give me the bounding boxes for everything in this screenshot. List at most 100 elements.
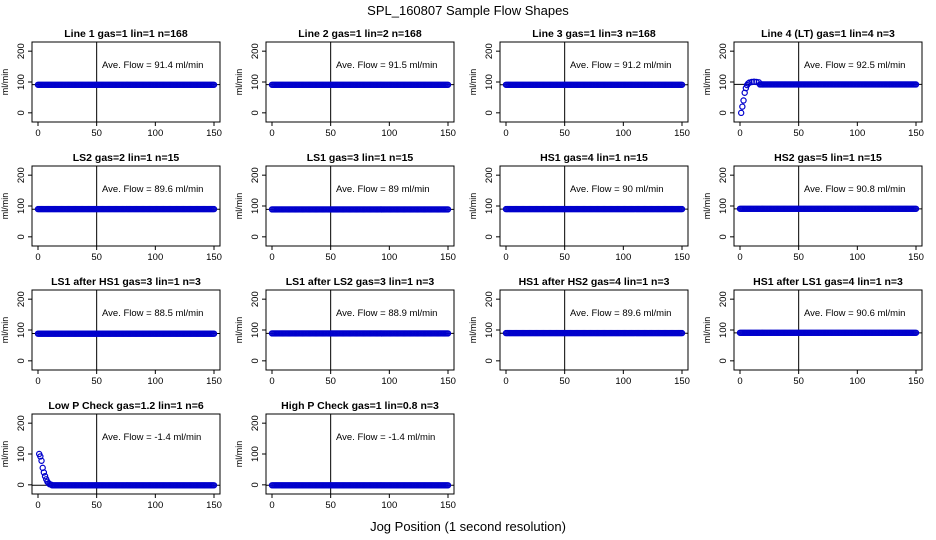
y-axis-label: ml/min: [234, 317, 244, 344]
y-axis-label: ml/min: [234, 69, 244, 96]
y-tick-label: 0: [484, 358, 495, 363]
y-tick-label: 100: [718, 198, 729, 214]
y-tick-label: 200: [16, 415, 27, 431]
average-flow-annotation: Ave. Flow = -1.4 ml/min: [102, 432, 201, 443]
data-point: [739, 103, 746, 110]
y-axis-label: ml/min: [468, 69, 478, 96]
data-point: [912, 81, 920, 88]
y-tick-label: 200: [250, 43, 261, 59]
plot-frame: [31, 413, 221, 495]
x-tick-label: 0: [269, 128, 274, 139]
panel-title: LS1 after HS1 gas=3 lin=1 n=3: [51, 276, 201, 288]
x-tick-label: 0: [269, 252, 274, 263]
data-point: [210, 330, 218, 337]
y-tick-label: 200: [718, 291, 729, 307]
y-tick-label: 100: [250, 446, 261, 462]
x-tick-label: 50: [325, 252, 336, 263]
x-tick-label: 150: [206, 128, 222, 139]
panel-title: HS1 after HS2 gas=4 lin=1 n=3: [519, 276, 670, 288]
panel-13: Low P Check gas=1.2 lin=1 n=6 ml/min 0 50 10…: [0, 400, 222, 511]
y-axis-label: ml/min: [234, 441, 244, 468]
y-tick-label: 100: [16, 74, 27, 90]
y-tick-label: 200: [718, 167, 729, 183]
x-tick-label: 150: [206, 376, 222, 387]
x-tick-label: 100: [147, 500, 163, 511]
x-tick-label: 50: [559, 128, 570, 139]
y-axis-label: ml/min: [468, 317, 478, 344]
y-tick-label: 200: [484, 167, 495, 183]
x-tick-label: 150: [908, 252, 924, 263]
panel-1: Line 1 gas=1 lin=1 n=168 ml/min 0 50 100 150 0…: [0, 28, 222, 139]
average-flow-annotation: Ave. Flow = 89.6 ml/min: [570, 308, 671, 319]
y-tick-label: 200: [16, 43, 27, 59]
y-tick-label: 0: [16, 482, 27, 487]
x-tick-label: 100: [615, 376, 631, 387]
x-tick-label: 50: [325, 376, 336, 387]
x-tick-label: 150: [440, 252, 456, 263]
panel-title: Line 1 gas=1 lin=1 n=168: [64, 28, 188, 40]
x-tick-label: 150: [908, 128, 924, 139]
average-flow-annotation: Ave. Flow = 91.2 ml/min: [570, 60, 671, 71]
x-tick-label: 150: [206, 252, 222, 263]
average-flow-annotation: Ave. Flow = 92.5 ml/min: [804, 60, 905, 71]
data-point: [678, 205, 686, 213]
average-flow-annotation: Ave. Flow = 90 ml/min: [570, 184, 664, 195]
data-point: [444, 330, 452, 337]
y-tick-label: 100: [484, 74, 495, 90]
data-point: [444, 206, 452, 213]
x-tick-label: 50: [325, 500, 336, 511]
panel-8: HS2 gas=5 lin=1 n=15 ml/min 0 50 100 150 0 100 2…: [702, 152, 924, 263]
x-tick-label: 100: [849, 128, 865, 139]
y-tick-label: 0: [250, 110, 261, 115]
y-tick-label: 200: [484, 291, 495, 307]
y-axis-label: ml/min: [702, 193, 712, 220]
x-tick-label: 0: [737, 252, 742, 263]
y-tick-label: 0: [718, 358, 729, 363]
y-tick-label: 200: [250, 167, 261, 183]
data-point: [210, 205, 218, 213]
average-flow-annotation: Ave. Flow = 90.6 ml/min: [804, 308, 905, 319]
y-tick-label: 200: [250, 415, 261, 431]
x-tick-label: 0: [35, 128, 40, 139]
data-point: [740, 97, 747, 104]
x-tick-label: 100: [147, 128, 163, 139]
x-tick-label: 100: [381, 500, 397, 511]
y-tick-label: 0: [484, 234, 495, 239]
x-tick-label: 50: [91, 252, 102, 263]
y-tick-label: 200: [484, 43, 495, 59]
x-tick-label: 0: [737, 128, 742, 139]
data-point: [37, 453, 44, 460]
x-tick-label: 100: [381, 376, 397, 387]
x-tick-label: 150: [440, 128, 456, 139]
x-tick-label: 50: [325, 128, 336, 139]
y-tick-label: 0: [718, 110, 729, 115]
y-axis-label: ml/min: [234, 193, 244, 220]
y-tick-label: 100: [250, 198, 261, 214]
x-tick-label: 100: [615, 252, 631, 263]
average-flow-annotation: Ave. Flow = 91.5 ml/min: [336, 60, 437, 71]
x-tick-label: 50: [91, 500, 102, 511]
average-flow-annotation: Ave. Flow = 88.5 ml/min: [102, 308, 203, 319]
y-axis-label: ml/min: [0, 317, 10, 344]
y-tick-label: 100: [718, 322, 729, 338]
y-tick-label: 200: [16, 167, 27, 183]
y-tick-label: 100: [16, 198, 27, 214]
y-axis-label: ml/min: [702, 69, 712, 96]
y-tick-label: 100: [484, 198, 495, 214]
data-point: [444, 81, 452, 88]
data-point: [678, 81, 686, 88]
panel-title: Line 2 gas=1 lin=2 n=168: [298, 28, 422, 40]
panel-title: LS1 after LS2 gas=3 lin=1 n=3: [286, 276, 435, 288]
data-point: [41, 473, 49, 480]
x-tick-label: 50: [559, 376, 570, 387]
x-tick-label: 150: [674, 128, 690, 139]
x-tick-label: 0: [737, 376, 742, 387]
x-tick-label: 100: [147, 376, 163, 387]
panel-10: LS1 after LS2 gas=3 lin=1 n=3 ml/min 0 50 10…: [234, 276, 456, 387]
average-flow-annotation: Ave. Flow = 89 ml/min: [336, 184, 430, 195]
data-point: [745, 80, 752, 87]
panel-5: LS2 gas=2 lin=1 n=15 ml/min 0 50 100 150 0 100 2…: [0, 152, 222, 263]
y-tick-label: 0: [484, 110, 495, 115]
x-tick-label: 100: [849, 376, 865, 387]
